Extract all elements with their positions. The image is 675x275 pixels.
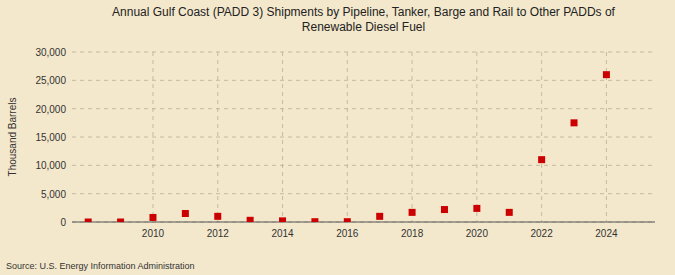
title-line: Renewable Diesel Fuel [302,20,425,34]
x-tick-label: 2010 [142,228,165,239]
source-note: Source: U.S. Energy Information Administ… [6,261,195,271]
y-tick-label: 30,000 [35,47,66,58]
title-line: Annual Gulf Coast (PADD 3) Shipments by … [112,5,616,19]
point [149,214,156,221]
y-grid-line [72,52,655,53]
x-grid-line [282,52,283,222]
background [0,0,675,275]
point [117,219,124,223]
point [538,156,545,163]
point [214,213,221,220]
point [344,218,351,222]
x-grid-line [412,52,413,222]
point [182,210,189,217]
x-tick-label: 2012 [207,228,230,239]
y-grid-line [72,222,655,223]
x-tick-label: 2022 [531,228,554,239]
x-tick-label: 2016 [336,228,359,239]
point [311,218,318,222]
point [441,206,448,213]
y-axis-label: Thousand Barrels [7,98,18,177]
chart-container: Annual Gulf Coast (PADD 3) Shipments by … [0,0,675,275]
point [571,119,578,126]
point [85,219,92,223]
point [376,213,383,220]
point [603,71,610,78]
x-tick-label: 2020 [466,228,489,239]
point [279,217,286,222]
y-tick-label: 0 [60,217,66,228]
y-grid-line [72,108,655,109]
y-tick-label: 20,000 [35,104,66,115]
title: Annual Gulf Coast (PADD 3) Shipments by … [112,5,616,34]
x-tick-label: 2024 [595,228,618,239]
y-tick-label: 25,000 [35,75,66,86]
point [473,205,480,212]
y-tick-label: 5,000 [41,189,66,200]
y-grid-line [72,165,655,166]
x-axis-line [72,222,655,223]
x-grid-line [476,52,477,222]
x-tick-label: 2018 [401,228,424,239]
y-grid-line [72,137,655,138]
x-grid-line [217,52,218,222]
y-grid-line [72,193,655,194]
point [247,217,254,222]
x-grid-line [152,52,153,222]
y-tick-label: 10,000 [35,160,66,171]
grid [72,52,655,222]
x-tick-label: 2014 [271,228,294,239]
y-tick-label: 15,000 [35,132,66,143]
point [409,209,416,216]
x-grid-line [541,52,542,222]
points [85,71,610,222]
chart-svg: Annual Gulf Coast (PADD 3) Shipments by … [0,0,675,275]
x-grid-line [347,52,348,222]
y-grid-line [72,80,655,81]
point [506,209,513,216]
